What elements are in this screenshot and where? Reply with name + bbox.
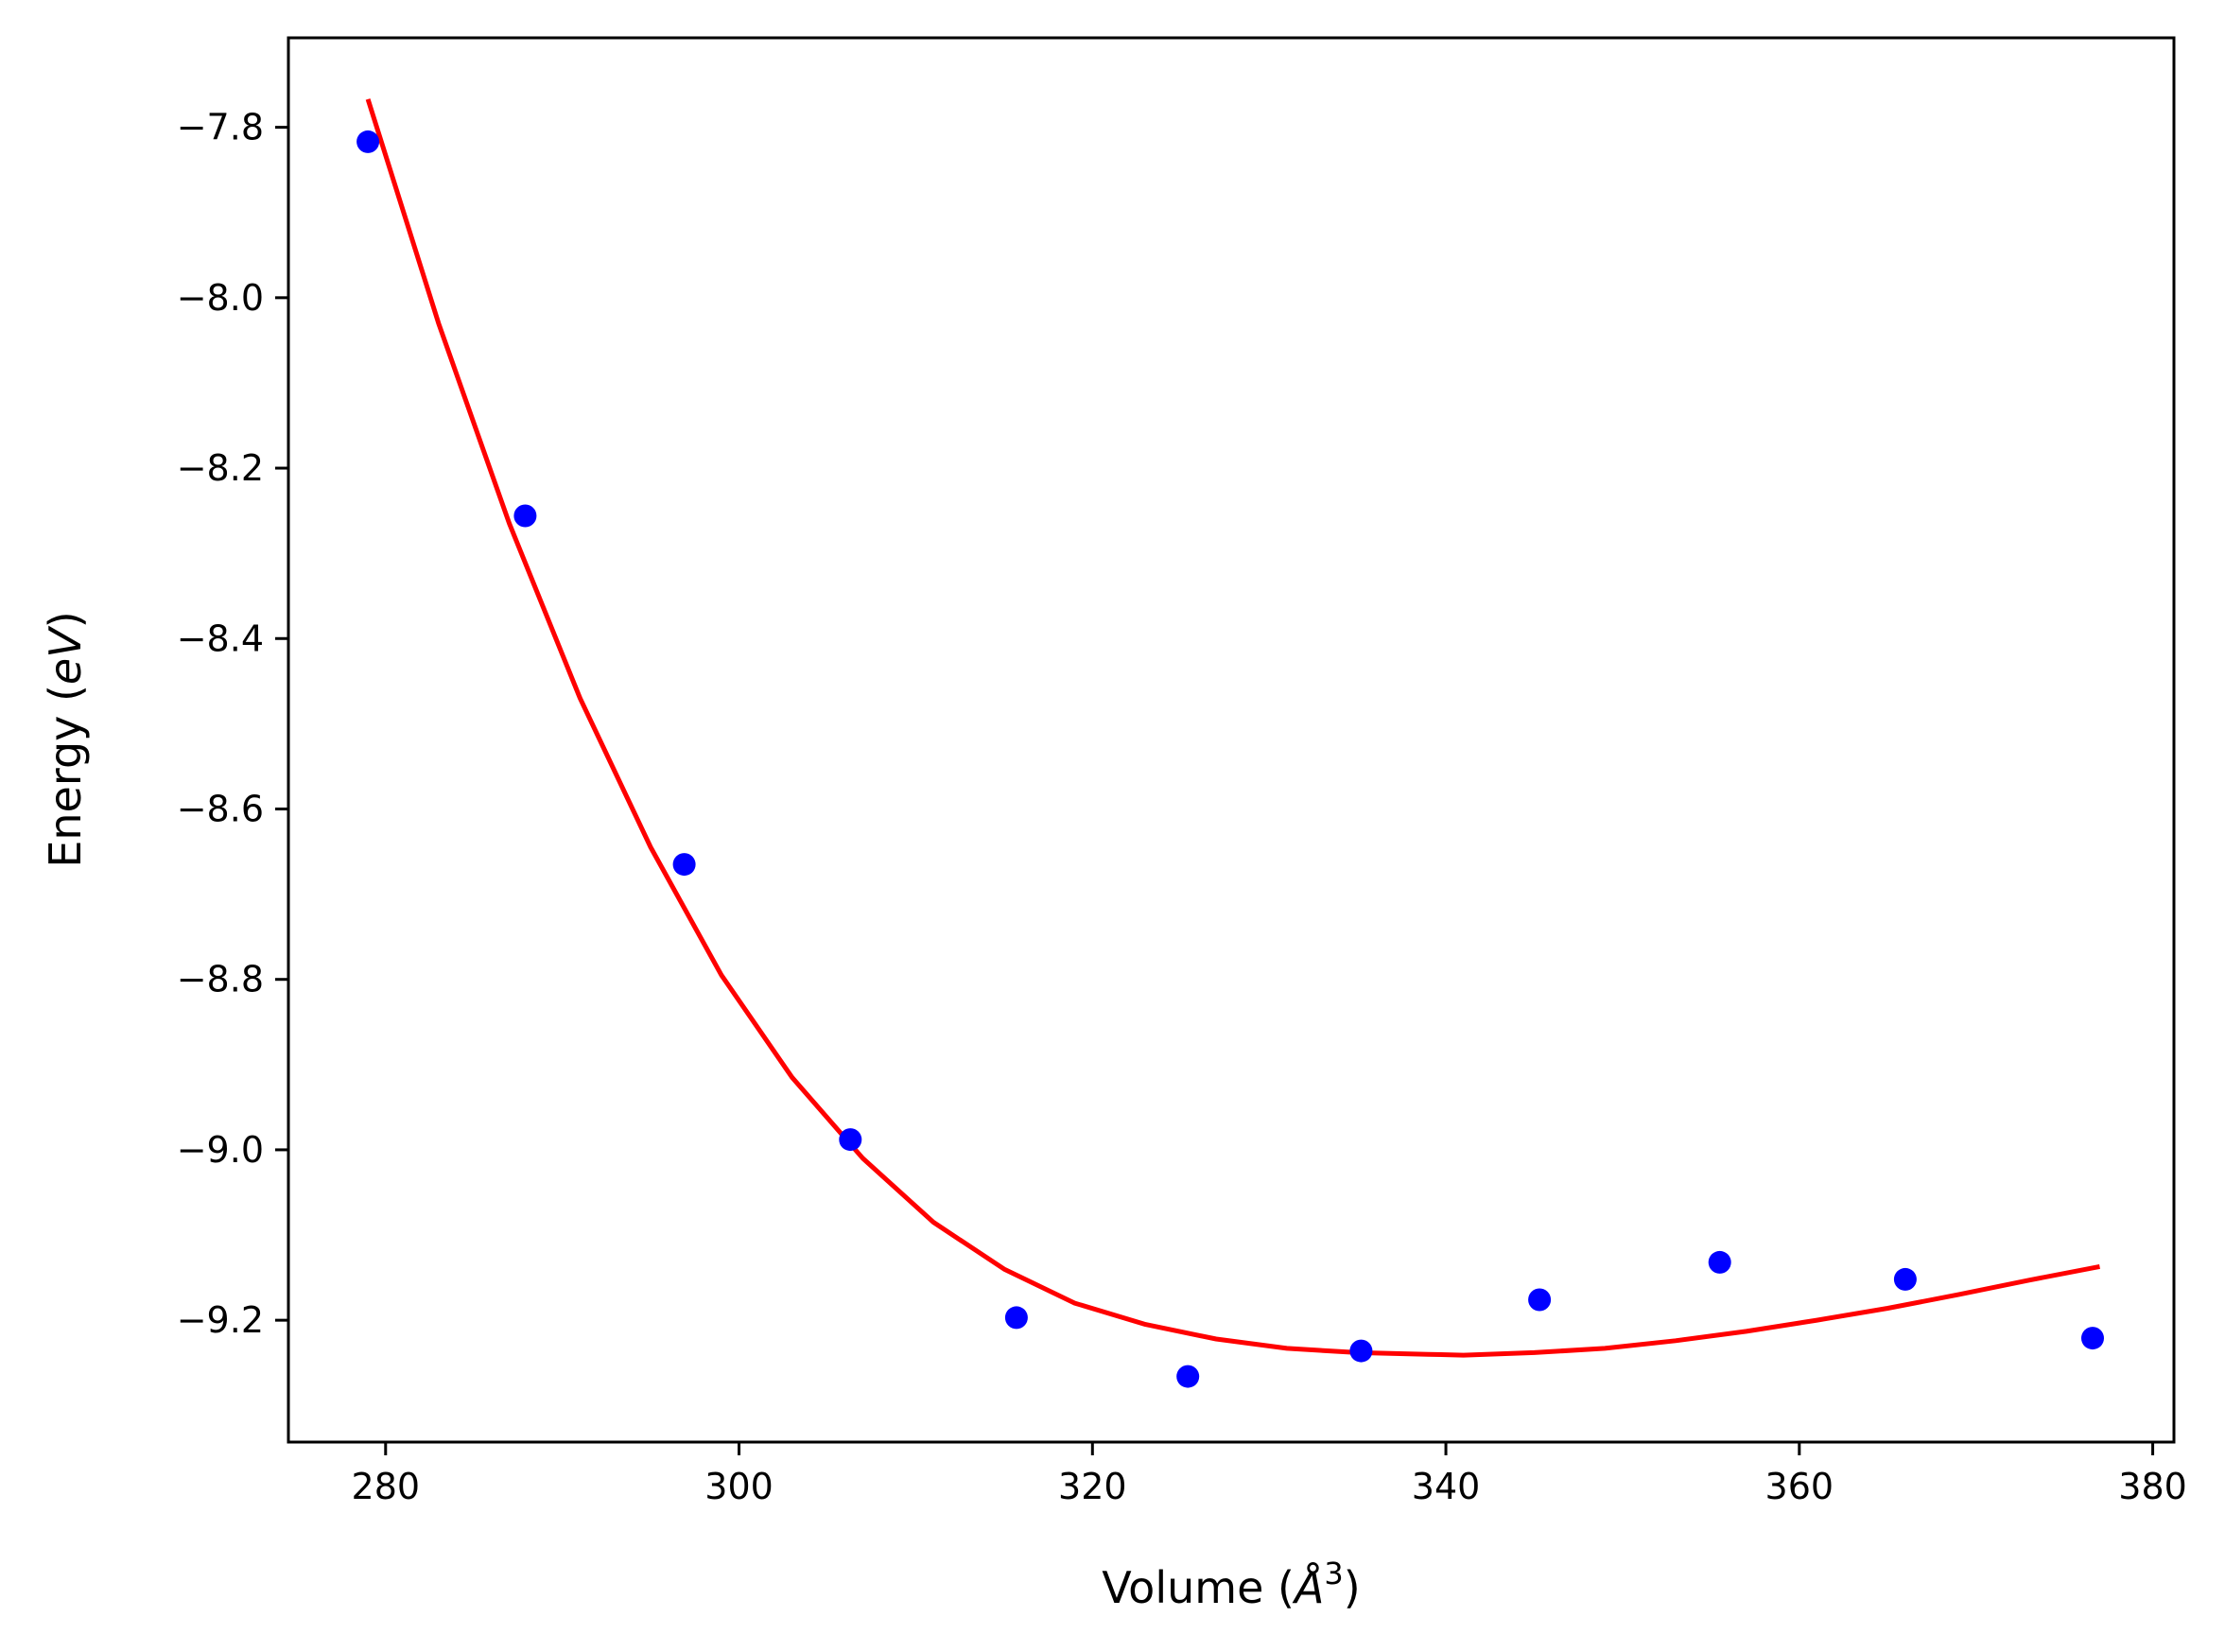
data-point: [513, 504, 537, 528]
y-axis-label-close: ): [40, 611, 91, 628]
x-tick-label: 320: [1058, 1466, 1127, 1507]
data-point: [672, 853, 696, 877]
y-axis-label-text: Energy (: [40, 685, 91, 868]
x-axis-label: Volume (Å3): [1102, 1556, 1360, 1613]
y-axis-label-unit: eV: [40, 625, 91, 685]
y-axis: −7.8 −8.0 −8.2 −8.4 −8.6 −8.8 −9.0 −9.2: [177, 107, 288, 1341]
y-tick-label: −9.0: [177, 1129, 264, 1171]
x-tick-label: 300: [704, 1466, 774, 1507]
x-axis-label-text: Volume (: [1102, 1562, 1295, 1613]
data-point: [1708, 1250, 1731, 1274]
y-tick-label: −7.8: [177, 107, 264, 148]
y-tick-label: −8.8: [177, 959, 264, 1000]
data-point: [839, 1128, 862, 1152]
y-tick-label: −8.4: [177, 617, 264, 659]
y-tick-label: −9.2: [177, 1299, 264, 1341]
x-axis-label-close: ): [1344, 1562, 1361, 1613]
y-tick-label: −8.0: [177, 277, 264, 319]
data-point: [1528, 1288, 1552, 1312]
data-point: [1349, 1339, 1373, 1363]
data-point: [2081, 1327, 2104, 1350]
x-axis-label-unit: Å: [1292, 1562, 1324, 1613]
data-point: [1893, 1267, 1917, 1291]
data-point: [1004, 1306, 1028, 1330]
data-point: [1176, 1365, 1200, 1388]
y-axis-label: Energy (eV): [40, 611, 91, 867]
data-point: [356, 130, 380, 153]
x-axis-label-superscript: 3: [1324, 1556, 1343, 1591]
x-tick-label: 380: [2118, 1466, 2187, 1507]
plot-area: [356, 98, 2104, 1388]
axes-frame: [287, 36, 2176, 1444]
y-tick-label: −8.6: [177, 788, 264, 829]
x-tick-label: 340: [1412, 1466, 1481, 1507]
x-tick-label: 360: [1765, 1466, 1834, 1507]
fit-curve: [365, 98, 2100, 1358]
y-tick-label: −8.2: [177, 447, 264, 489]
x-tick-label: 280: [352, 1466, 421, 1507]
x-axis: 280 300 320 340 360 380: [352, 1442, 2187, 1507]
